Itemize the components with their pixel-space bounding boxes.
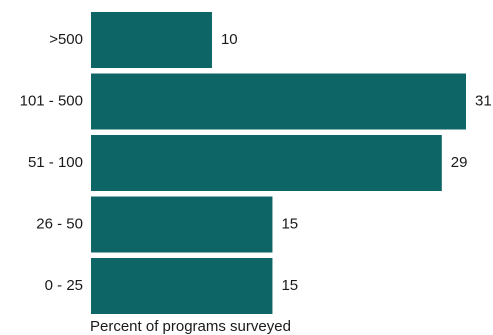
category-label: 0 - 25 xyxy=(45,277,83,294)
value-label: 15 xyxy=(281,215,298,232)
bar xyxy=(91,135,442,191)
category-labels-group: >500 101 - 500 51 - 100 26 - 50 0 - 25 xyxy=(20,31,83,294)
category-label: 101 - 500 xyxy=(20,92,83,109)
x-axis-label: Percent of programs surveyed xyxy=(90,318,291,335)
category-label: >500 xyxy=(49,31,83,48)
bar xyxy=(91,197,272,253)
value-label: 31 xyxy=(475,92,492,109)
category-label: 51 - 100 xyxy=(28,154,83,171)
bars-group xyxy=(91,12,466,314)
category-label: 26 - 50 xyxy=(36,215,83,232)
value-label: 15 xyxy=(281,277,298,294)
value-label: 10 xyxy=(221,31,238,48)
value-label: 29 xyxy=(451,154,468,171)
bar xyxy=(91,12,212,68)
bar xyxy=(91,258,272,314)
bar xyxy=(91,74,466,130)
